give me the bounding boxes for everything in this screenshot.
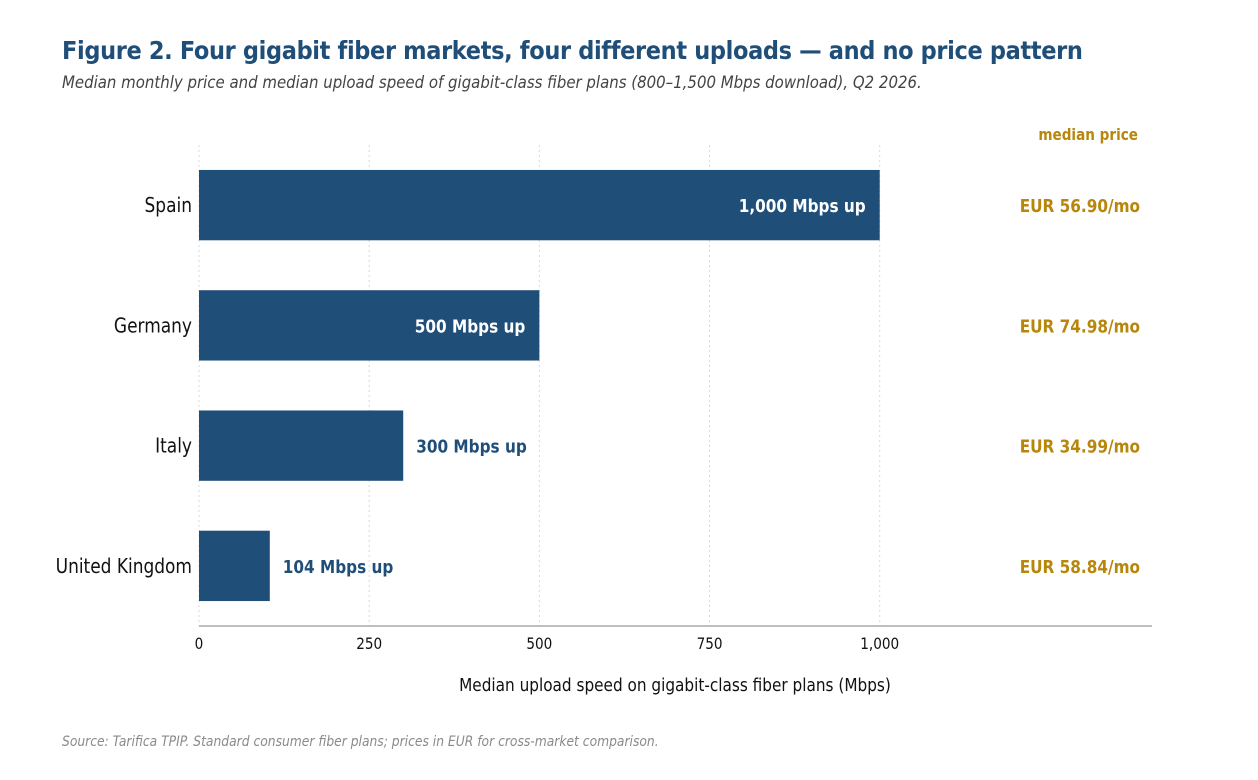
x-tick-label-1: 250 <box>356 635 382 653</box>
category-label-3: United Kingdom <box>56 556 192 579</box>
bar-0 <box>199 169 880 241</box>
chart-subtitle: Median monthly price and median upload s… <box>62 73 922 93</box>
x-tick-label-3: 750 <box>697 635 723 653</box>
price-label-0: EUR 56.90/mo <box>1020 195 1140 217</box>
bar-2 <box>199 410 404 481</box>
x-tick-label-4: 1,000 <box>860 635 899 653</box>
data-label-2: 300 Mbps up <box>416 435 527 457</box>
price-label-2: EUR 34.99/mo <box>1020 435 1140 457</box>
x-tick-label-0: 0 <box>195 635 204 653</box>
x-axis-label: Median upload speed on gigabit-class fib… <box>459 674 891 696</box>
category-label-1: Germany <box>114 315 192 338</box>
price-label-1: EUR 74.98/mo <box>1020 315 1140 337</box>
category-label-2: Italy <box>155 435 192 458</box>
x-tick-label-2: 500 <box>526 635 552 653</box>
bar-1 <box>199 290 540 361</box>
data-label-3: 104 Mbps up <box>283 556 394 578</box>
data-label-1: 500 Mbps up <box>415 315 526 337</box>
source-note: Source: Tarifica TPIP. Standard consumer… <box>62 734 659 750</box>
price-header: median price <box>1038 126 1138 144</box>
category-label-0: Spain <box>145 195 192 218</box>
data-label-0: 1,000 Mbps up <box>739 195 866 217</box>
chart-title: Figure 2. Four gigabit fiber markets, fo… <box>62 36 1083 65</box>
price-label-3: EUR 58.84/mo <box>1020 556 1140 578</box>
bar-3 <box>199 530 270 602</box>
